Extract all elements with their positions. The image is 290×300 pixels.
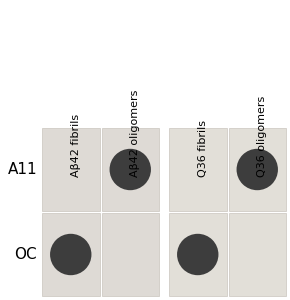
Text: Q36 fibrils: Q36 fibrils	[198, 120, 208, 177]
Circle shape	[50, 234, 91, 275]
Bar	[42, 213, 99, 296]
Text: OC: OC	[14, 247, 37, 262]
Bar	[169, 213, 226, 296]
Circle shape	[237, 149, 278, 190]
Bar	[102, 128, 159, 211]
Text: A11: A11	[7, 162, 37, 177]
Text: Aβ42 oligomers: Aβ42 oligomers	[130, 90, 140, 177]
Circle shape	[110, 149, 151, 190]
Bar	[169, 128, 226, 211]
Text: Q36 oligomers: Q36 oligomers	[257, 96, 267, 177]
Bar	[42, 128, 99, 211]
Bar	[229, 213, 286, 296]
Bar	[102, 213, 159, 296]
Bar	[229, 128, 286, 211]
Text: Aβ42 fibrils: Aβ42 fibrils	[71, 114, 81, 177]
Circle shape	[177, 234, 218, 275]
